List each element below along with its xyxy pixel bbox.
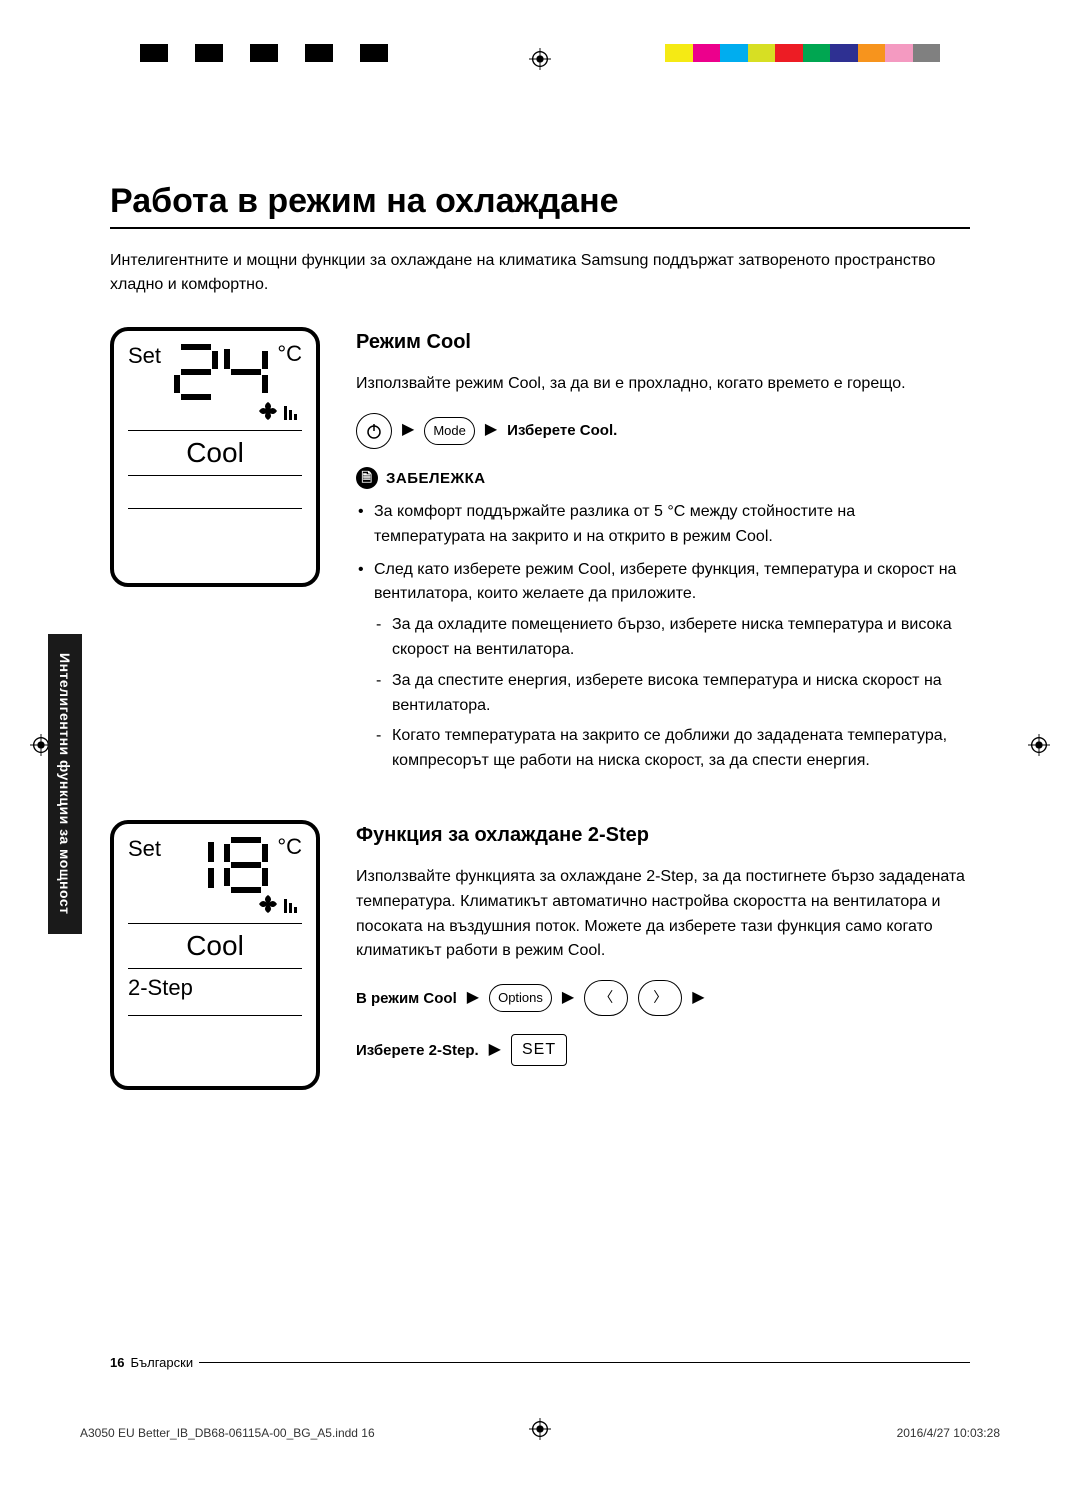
power-button-icon — [356, 413, 392, 449]
twostep-sequence-1: В режим Cool ▶ Options ▶ 〈 〉 ▶ — [356, 980, 970, 1016]
note-label: ЗАБЕЛЕЖКА — [386, 467, 486, 490]
arrow-icon: ▶ — [692, 986, 704, 1011]
twostep-description: Използвайте функцията за охлаждане 2-Ste… — [356, 865, 970, 964]
arrow-icon: ▶ — [402, 418, 414, 443]
print-footer: A3050 EU Better_IB_DB68-06115A-00_BG_A5.… — [80, 1426, 1000, 1440]
remote-display-cool: Set — [110, 327, 320, 587]
arrow-icon: ▶ — [489, 1038, 501, 1063]
arrow-icon: ▶ — [562, 986, 574, 1011]
twostep-heading: Функция за охлаждане 2-Step — [356, 820, 970, 851]
section-side-tab: Интелигентни функции за мощност — [48, 634, 82, 934]
remote-display-2step: Set — [110, 820, 320, 1090]
print-file-name: A3050 EU Better_IB_DB68-06115A-00_BG_A5.… — [80, 1426, 375, 1440]
display-temp-unit: °C — [277, 341, 302, 367]
note-item: За комфорт поддържайте разлика от 5 °C м… — [356, 500, 970, 550]
left-arrow-button: 〈 — [584, 980, 628, 1016]
note-header: 🗎 ЗАБЕЛЕЖКА — [356, 467, 970, 490]
cool-description: Използвайте режим Cool, за да ви е прохл… — [356, 372, 970, 397]
cool-button-sequence: ▶ Mode ▶ Изберете Cool. — [356, 413, 970, 449]
display-step-label: 2-Step — [128, 975, 302, 1001]
twostep-sequence-2: Изберете 2-Step. ▶ SET — [356, 1034, 970, 1066]
title-underline — [110, 227, 970, 229]
registration-mark-icon — [1028, 734, 1050, 756]
section-2step: Set — [110, 820, 970, 1090]
options-button: Options — [489, 984, 552, 1012]
note-sub-item: За да охладите помещението бързо, избере… — [374, 613, 970, 663]
select-cool-label: Изберете Cool. — [507, 419, 617, 442]
page-content: Работа в режим на охлаждане Интелигентни… — [110, 182, 970, 1090]
arrow-icon: ▶ — [467, 986, 479, 1011]
right-arrow-button: 〉 — [638, 980, 682, 1016]
notes-list: За комфорт поддържайте разлика от 5 °C м… — [356, 500, 970, 774]
page-footer: 16 Български — [110, 1355, 970, 1370]
display-mode-label: Cool — [128, 930, 302, 962]
note-item: След като изберете режим Cool, изберете … — [356, 558, 970, 774]
select-2step-label: Изберете 2-Step. — [356, 1039, 479, 1062]
display-temp-value — [173, 834, 273, 901]
display-mode-label: Cool — [128, 437, 302, 469]
note-sub-item: За да спестите енергия, изберете висока … — [374, 669, 970, 719]
page-title: Работа в режим на охлаждане — [110, 182, 970, 221]
page-language: Български — [130, 1355, 193, 1370]
in-cool-label: В режим Cool — [356, 987, 457, 1010]
arrow-icon: ▶ — [485, 418, 497, 443]
page-number: 16 — [110, 1355, 124, 1370]
registration-mark-icon — [529, 48, 551, 70]
section-cool: Set — [110, 327, 970, 782]
mode-button: Mode — [424, 417, 475, 445]
intro-text: Интелигентните и мощни функции за охлажд… — [110, 249, 970, 297]
cool-heading: Режим Cool — [356, 327, 970, 358]
set-button: SET — [511, 1034, 567, 1066]
display-temp-unit: °C — [277, 834, 302, 860]
note-icon: 🗎 — [356, 467, 378, 489]
note-sub-item: Когато температурата на закрито се добли… — [374, 724, 970, 774]
print-timestamp: 2016/4/27 10:03:28 — [897, 1426, 1000, 1440]
display-temp-value — [173, 341, 273, 408]
